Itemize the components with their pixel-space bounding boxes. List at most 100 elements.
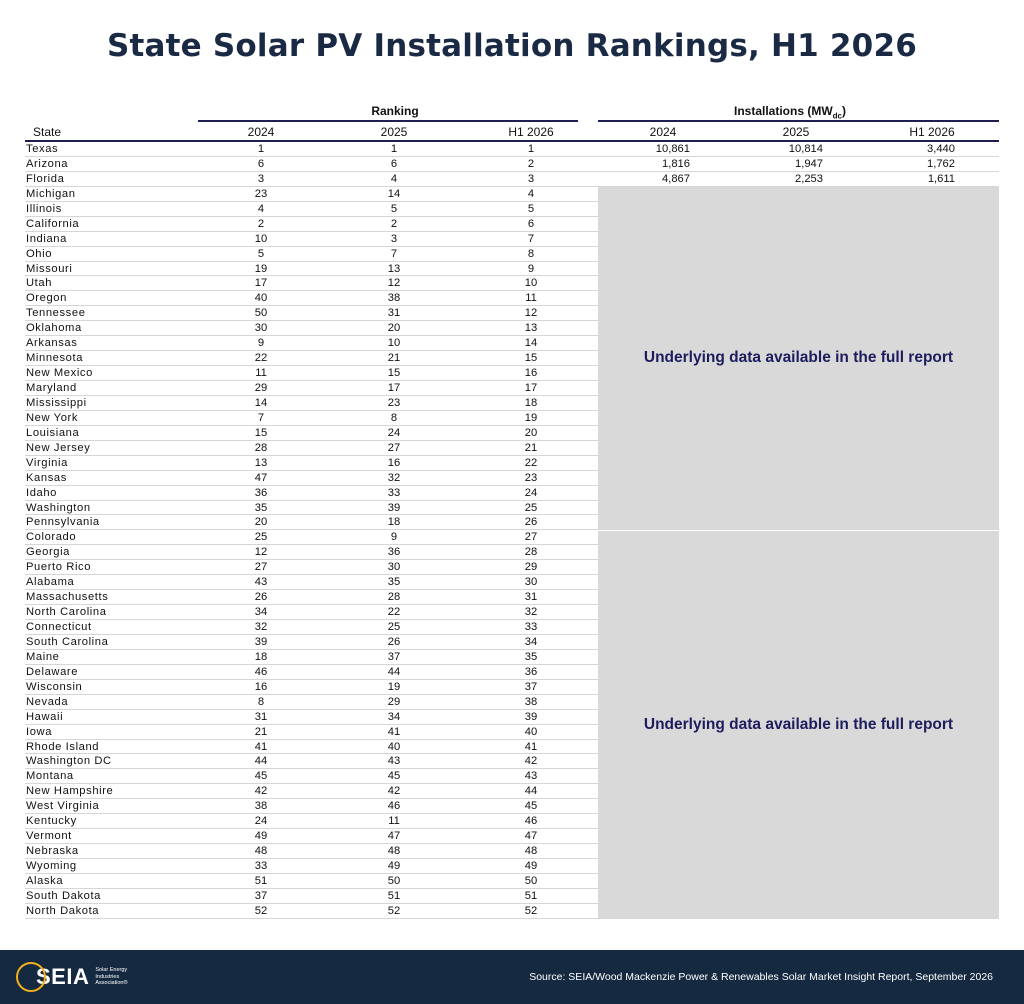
- rank-2025-cell: 13: [387, 262, 401, 275]
- rank-h1-2026-cell: 38: [524, 695, 538, 708]
- state-cell: New Jersey: [26, 441, 91, 454]
- rank-2025-cell: 12: [387, 277, 401, 290]
- rank-2025-cell: 18: [387, 516, 401, 529]
- rank-2025-cell: 24: [387, 426, 401, 439]
- table-row: Missouri 19 13 9: [25, 262, 999, 277]
- state-cell: Washington DC: [26, 755, 112, 768]
- state-cell: Michigan: [26, 187, 76, 200]
- rank-h1-2026-cell: 9: [527, 262, 535, 275]
- state-cell: Arizona: [26, 157, 69, 170]
- state-cell: Washington: [26, 501, 91, 514]
- rank-2024-cell: 23: [254, 187, 268, 200]
- rank-2025-cell: 31: [387, 307, 401, 320]
- table-row: New Jersey 28 27 21: [25, 441, 999, 456]
- sun-ring-icon: [16, 962, 46, 992]
- table-row: South Carolina 39 26 34: [25, 635, 999, 650]
- rank-2024-cell: 33: [254, 860, 268, 872]
- rank-h1-2026-cell: 45: [524, 800, 538, 813]
- rank-2024-cell: 16: [254, 680, 268, 693]
- rank-h1-2026-cell: 47: [524, 830, 538, 843]
- rank-2024-cell: 3: [257, 172, 265, 185]
- rank-h1-2026-cell: 12: [524, 307, 538, 320]
- rank-h1-2026-cell: 37: [524, 680, 538, 693]
- installations-2024-cell: 10,861: [655, 143, 690, 155]
- rank-2024-cell: 1: [257, 143, 265, 155]
- ranking-table-body: Texas 1 1 1 10,861 10,814 3,440 Arizona 6 6 2 1,816…: [25, 142, 999, 919]
- state-cell: Ohio: [26, 247, 53, 260]
- rank-h1-2026-cell: 6: [527, 217, 535, 230]
- rank-2025-cell: 8: [390, 411, 398, 424]
- rank-2025-cell: 6: [390, 157, 398, 170]
- rank-2025-cell: 41: [387, 725, 401, 738]
- rank-h1-2026-cell: 22: [524, 456, 538, 469]
- table-row: Massachusetts 26 28 31: [25, 590, 999, 606]
- rank-h1-2026-cell: 16: [524, 367, 538, 380]
- rank-2025-cell: 23: [387, 396, 401, 409]
- table-row: Wyoming 33 49 49: [25, 859, 999, 874]
- rank-h1-2026-cell: 31: [524, 591, 538, 604]
- rank-2024-cell: 36: [254, 486, 268, 499]
- rank-2025-cell: 33: [387, 486, 401, 499]
- rank-2025-cell: 16: [387, 456, 401, 469]
- rank-2025-cell: 36: [387, 546, 401, 559]
- col-header-state: State: [33, 125, 62, 139]
- table-row: Indiana 10 3 7: [25, 232, 999, 247]
- table-row: New York 7 8 19: [25, 411, 999, 426]
- rank-2024-cell: 10: [254, 232, 268, 245]
- rank-2024-cell: 2: [257, 217, 265, 230]
- rank-h1-2026-cell: 7: [527, 232, 535, 245]
- rank-2025-cell: 38: [387, 292, 401, 305]
- rank-2025-cell: 35: [387, 576, 401, 589]
- rank-2025-cell: 46: [387, 800, 401, 813]
- state-cell: Oklahoma: [26, 322, 82, 335]
- state-cell: California: [26, 217, 80, 230]
- table-row: Rhode Island 41 40 41: [25, 740, 999, 755]
- state-cell: Alabama: [26, 576, 75, 589]
- rank-2024-cell: 22: [254, 352, 268, 365]
- rank-h1-2026-cell: 40: [524, 725, 538, 738]
- rank-2024-cell: 20: [254, 516, 268, 529]
- state-cell: South Carolina: [26, 635, 109, 648]
- state-cell: Tennessee: [26, 307, 86, 320]
- state-cell: Alaska: [26, 874, 64, 887]
- table-row: Hawaii 31 34 39: [25, 710, 999, 725]
- state-cell: Utah: [26, 277, 53, 290]
- full-report-notice: Underlying data available in the full re…: [643, 349, 954, 366]
- rank-h1-2026-cell: 13: [524, 322, 538, 335]
- table-row: Nevada 8 29 38: [25, 695, 999, 710]
- rank-2025-cell: 27: [387, 441, 401, 454]
- rank-2024-cell: 8: [257, 695, 265, 708]
- table-row: Arkansas 9 10 14: [25, 336, 999, 352]
- rank-h1-2026-cell: 39: [524, 710, 538, 723]
- state-cell: Puerto Rico: [26, 561, 92, 574]
- table-row: West Virginia 38 46 45: [25, 799, 999, 815]
- rank-2024-cell: 26: [254, 591, 268, 604]
- state-cell: Georgia: [26, 546, 71, 559]
- rank-h1-2026-cell: 1: [527, 143, 535, 155]
- rank-h1-2026-cell: 17: [524, 382, 538, 394]
- rank-2025-cell: 19: [387, 680, 401, 693]
- installations-header-rule: [598, 120, 999, 122]
- state-cell: Arkansas: [26, 337, 78, 350]
- rank-2024-cell: 44: [254, 755, 268, 768]
- table-row: Maryland 29 17 17: [25, 381, 999, 396]
- rank-h1-2026-cell: 42: [524, 755, 538, 768]
- source-note: Source: SEIA/Wood Mackenzie Power & Rene…: [529, 971, 993, 983]
- rank-2024-cell: 21: [254, 725, 268, 738]
- rank-2024-cell: 18: [254, 650, 268, 663]
- table-row: Louisiana 15 24 20: [25, 426, 999, 441]
- state-cell: Connecticut: [26, 621, 92, 633]
- table-row: Nebraska 48 48 48: [25, 844, 999, 859]
- logo-subtext: Solar Energy Industries Association®: [95, 967, 128, 987]
- rank-h1-2026-cell: 2: [527, 157, 535, 170]
- rank-2025-cell: 21: [387, 352, 401, 365]
- table-row: Minnesota 22 21 15: [25, 351, 999, 367]
- rank-2025-cell: 51: [387, 889, 401, 902]
- rank-2024-cell: 27: [254, 561, 268, 574]
- table-row: Virginia 13 16 22: [25, 456, 999, 471]
- rank-2024-cell: 40: [254, 292, 268, 305]
- rank-h1-2026-cell: 35: [524, 650, 538, 663]
- rank-h1-2026-cell: 43: [524, 770, 538, 783]
- table-row: North Dakota 52 52 52: [25, 904, 999, 919]
- rank-2024-cell: 31: [254, 710, 268, 723]
